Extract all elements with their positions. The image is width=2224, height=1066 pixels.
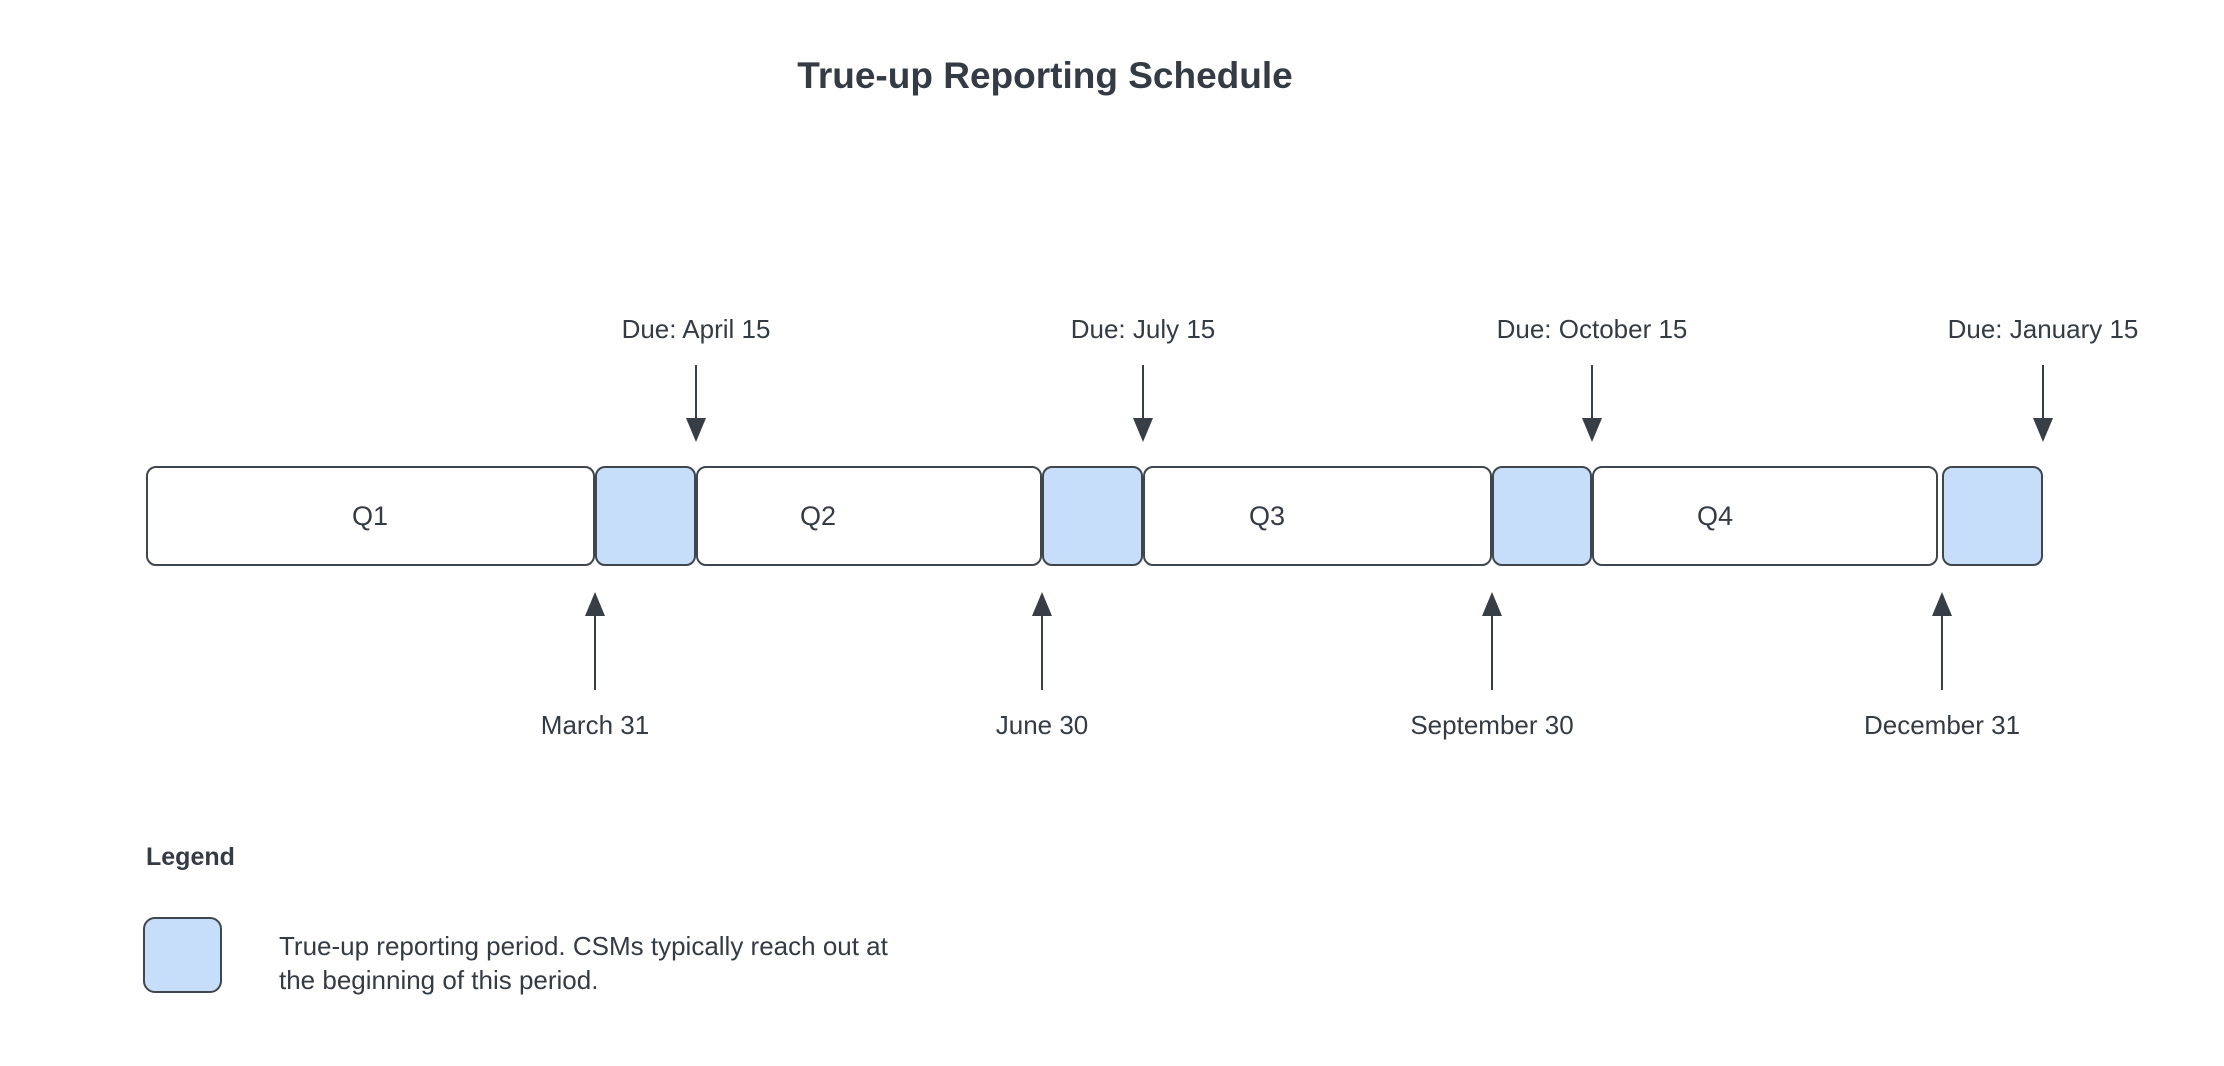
legend-description-line-1: True-up reporting period. CSMs typically… <box>279 931 888 961</box>
down-arrowhead-icon <box>1582 418 1602 442</box>
down-arrowhead-icon <box>1133 418 1153 442</box>
diagram-title: True-up Reporting Schedule <box>797 55 1293 96</box>
up-arrow-icon <box>594 614 596 690</box>
down-arrowhead-icon <box>2033 418 2053 442</box>
up-arrowhead-icon <box>585 592 605 616</box>
trueup-period-box-1 <box>595 466 696 566</box>
quarter-box-q4 <box>1592 466 1938 566</box>
quarter-label-q2: Q2 <box>799 501 837 531</box>
quarter-label-q3: Q3 <box>1248 501 1286 531</box>
trueup-period-box-4 <box>1942 466 2043 566</box>
legend-description: True-up reporting period. CSMs typically… <box>279 929 888 997</box>
down-arrow-icon <box>695 365 697 420</box>
quarter-end-label: June 30 <box>995 710 1089 740</box>
quarter-end-label: September 30 <box>1410 710 1574 740</box>
down-arrow-icon <box>1142 365 1144 420</box>
down-arrow-icon <box>2042 365 2044 420</box>
trueup-period-box-3 <box>1492 466 1592 566</box>
quarter-box-q3 <box>1143 466 1492 566</box>
legend-description-line-2: the beginning of this period. <box>279 965 599 995</box>
up-arrow-icon <box>1941 614 1943 690</box>
trueup-period-box-2 <box>1042 466 1143 566</box>
down-arrow-icon <box>1591 365 1593 420</box>
up-arrow-icon <box>1041 614 1043 690</box>
quarter-end-label: March 31 <box>540 710 650 740</box>
up-arrowhead-icon <box>1482 592 1502 616</box>
trueup-period-swatch <box>143 917 222 993</box>
up-arrowhead-icon <box>1932 592 1952 616</box>
due-label: Due: October 15 <box>1496 314 1688 344</box>
up-arrow-icon <box>1491 614 1493 690</box>
due-label: Due: April 15 <box>621 314 771 344</box>
up-arrowhead-icon <box>1032 592 1052 616</box>
quarter-end-label: December 31 <box>1863 710 2021 740</box>
quarter-box-q1 <box>146 466 595 566</box>
due-label: Due: January 15 <box>1947 314 2139 344</box>
quarter-label-q1: Q1 <box>351 501 389 531</box>
quarter-label-q4: Q4 <box>1696 501 1734 531</box>
quarter-box-q2 <box>696 466 1042 566</box>
due-label: Due: July 15 <box>1070 314 1216 344</box>
down-arrowhead-icon <box>686 418 706 442</box>
legend-title: Legend <box>146 843 235 871</box>
